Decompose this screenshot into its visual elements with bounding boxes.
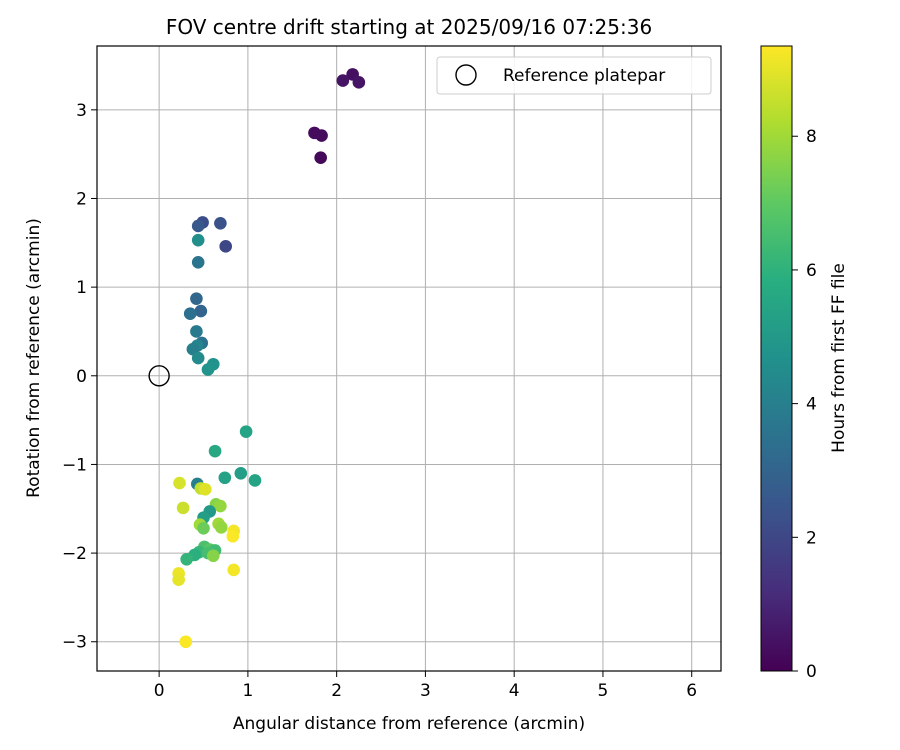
y-tick-label: −1	[62, 455, 87, 475]
data-point	[172, 573, 185, 586]
x-tick-label: 4	[509, 681, 520, 701]
data-point	[179, 635, 193, 649]
data-point	[183, 307, 197, 321]
plot-frame	[96, 45, 722, 672]
y-tick-label: 0	[76, 367, 87, 387]
data-point	[227, 563, 240, 577]
y-tick-label: 2	[76, 189, 87, 209]
y-axis-ticks: −3 −2 −1 0 1 2 3	[62, 101, 97, 653]
data-point	[194, 304, 208, 318]
data-point	[218, 471, 232, 485]
x-tick-label: 0	[154, 681, 165, 701]
x-tick-label: 6	[686, 681, 697, 701]
colorbar-tick-label: 0	[806, 662, 817, 682]
data-point	[219, 240, 233, 253]
legend-reference-marker	[455, 64, 477, 86]
data-point	[190, 292, 203, 305]
y-tick-label: −3	[62, 633, 87, 653]
data-point	[208, 444, 222, 458]
data-point	[352, 76, 366, 89]
grid-lines	[97, 46, 721, 671]
data-point	[315, 129, 328, 142]
data-point	[336, 74, 350, 87]
data-point	[180, 552, 193, 566]
legend-box	[436, 56, 712, 95]
data-point	[191, 233, 205, 247]
colorbar-tick-label: 6	[806, 261, 817, 281]
data-point	[191, 351, 205, 365]
colorbar-tick-label: 8	[806, 127, 817, 147]
reference-platepar-marker	[148, 365, 170, 387]
data-point	[191, 256, 205, 269]
data-point	[191, 219, 205, 233]
reference-marker-group	[148, 365, 170, 387]
y-tick-label: −2	[62, 544, 87, 564]
x-tick-label: 3	[420, 681, 431, 701]
data-point	[226, 529, 240, 543]
y-tick-label: 3	[76, 101, 87, 121]
x-axis-label: Angular distance from reference (arcmin)	[233, 714, 585, 734]
data-point	[234, 467, 248, 480]
x-tick-label: 1	[242, 681, 253, 701]
colorbar: 0 2 4 6 8 Hours from first FF file	[760, 45, 849, 682]
data-point	[314, 151, 327, 165]
legend: Reference platepar	[436, 56, 712, 95]
data-point	[214, 521, 228, 534]
data-point	[176, 501, 190, 515]
colorbar-ticks: 0 2 4 6 8	[792, 127, 817, 682]
x-tick-label: 5	[598, 681, 609, 701]
x-axis-ticks: 0 1 2 3 4 5 6	[154, 671, 697, 701]
colorbar-tick-label: 2	[806, 528, 817, 548]
data-point	[248, 474, 262, 487]
data-point	[173, 476, 186, 490]
data-point	[214, 217, 227, 230]
x-tick-label: 2	[331, 681, 342, 701]
data-point	[197, 521, 210, 535]
data-point	[190, 325, 203, 338]
colorbar-gradient	[760, 45, 793, 672]
y-tick-label: 1	[76, 278, 87, 298]
data-point	[239, 425, 253, 438]
colorbar-label: Hours from first FF file	[829, 263, 849, 453]
data-point	[201, 363, 215, 376]
y-axis-label: Rotation from reference (arcmin)	[24, 218, 44, 498]
colorbar-tick-label: 4	[806, 395, 817, 415]
data-point	[198, 482, 212, 496]
data-point	[214, 499, 227, 513]
data-points	[172, 68, 366, 649]
data-point	[206, 549, 220, 563]
legend-label: Reference platepar	[503, 66, 665, 86]
chart-title: FOV centre drift starting at 2025/09/16 …	[166, 15, 652, 39]
